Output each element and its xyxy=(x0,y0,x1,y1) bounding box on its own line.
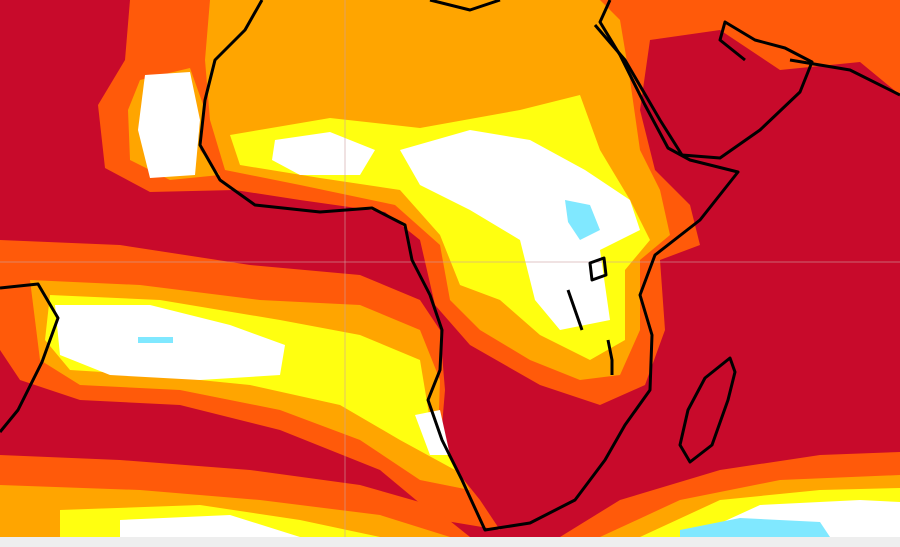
coastline xyxy=(198,0,740,532)
island-outline xyxy=(678,356,737,464)
cyan-patch xyxy=(565,200,600,240)
coastline xyxy=(0,282,60,433)
coastline xyxy=(789,58,900,97)
lake-outline xyxy=(566,289,584,331)
bottom-strip xyxy=(0,537,900,547)
white-band xyxy=(138,72,200,178)
coastline xyxy=(593,24,684,156)
coastline xyxy=(681,20,814,160)
lake-outline xyxy=(588,256,608,282)
cyan-patch xyxy=(138,337,173,343)
white-band xyxy=(120,515,300,537)
lake-outline xyxy=(606,339,614,375)
white-band xyxy=(415,410,450,455)
coastline xyxy=(429,0,501,12)
white-band xyxy=(400,130,640,330)
white-band xyxy=(272,132,375,175)
cyan-patch xyxy=(680,518,830,537)
